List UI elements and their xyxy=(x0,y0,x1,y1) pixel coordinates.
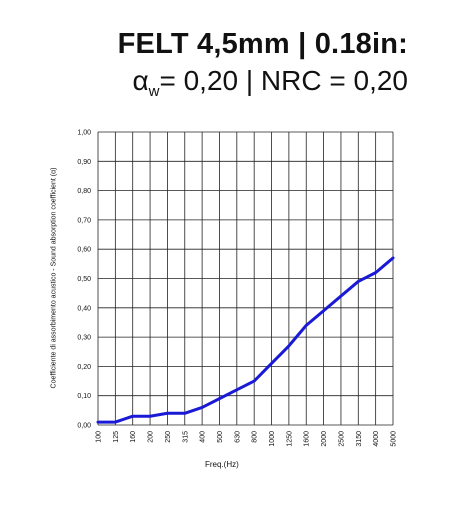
alpha-symbol: α xyxy=(132,65,149,96)
x-tick-label: 800 xyxy=(252,431,259,443)
y-tick-label: 0,80 xyxy=(77,188,91,195)
x-tick-label: 200 xyxy=(148,431,155,443)
y-tick-label: 0,90 xyxy=(77,159,91,166)
y-tick-label: 0,60 xyxy=(77,247,91,254)
chart-title: FELT 4,5mm | 0.18in: xyxy=(117,28,408,60)
y-tick-label: 0,50 xyxy=(77,276,91,283)
x-tick-label: 5000 xyxy=(391,431,398,447)
y-tick-label: 0,70 xyxy=(77,217,91,224)
x-tick-label: 250 xyxy=(165,431,172,443)
x-tick-label: 125 xyxy=(113,431,120,443)
y-tick-label: 0,30 xyxy=(77,335,91,342)
x-tick-label: 1600 xyxy=(304,431,311,447)
x-tick-label: 1250 xyxy=(286,431,293,447)
chart-subtitle: αw= 0,20 | NRC = 0,20 xyxy=(132,65,408,100)
x-tick-label: 100 xyxy=(96,431,103,443)
y-axis-label: Coefficiente di assorbimento acustico - … xyxy=(50,167,58,389)
x-axis-label: Freq.(Hz) xyxy=(205,460,239,469)
x-tick-label: 4000 xyxy=(373,431,380,447)
x-tick-label: 315 xyxy=(182,431,189,443)
y-tick-label: 0,10 xyxy=(77,393,91,400)
y-tick-label: 1,00 xyxy=(77,130,91,137)
x-tick-label: 1000 xyxy=(269,431,276,447)
x-tick-label: 2000 xyxy=(321,431,328,447)
series-line xyxy=(96,256,395,424)
x-tick-label: 160 xyxy=(130,431,137,443)
y-tick-label: 0,40 xyxy=(77,305,91,312)
x-tick-label: 500 xyxy=(217,431,224,443)
x-tick-label: 2500 xyxy=(338,431,345,447)
x-tick-label: 630 xyxy=(234,431,241,443)
alpha-subscript: w xyxy=(148,83,160,100)
y-tick-label: 0,00 xyxy=(77,423,91,430)
x-tick-label: 400 xyxy=(200,431,207,443)
subtitle-values: = 0,20 | NRC = 0,20 xyxy=(159,65,408,96)
y-tick-label: 0,20 xyxy=(77,364,91,371)
x-tick-label: 3150 xyxy=(356,431,363,447)
